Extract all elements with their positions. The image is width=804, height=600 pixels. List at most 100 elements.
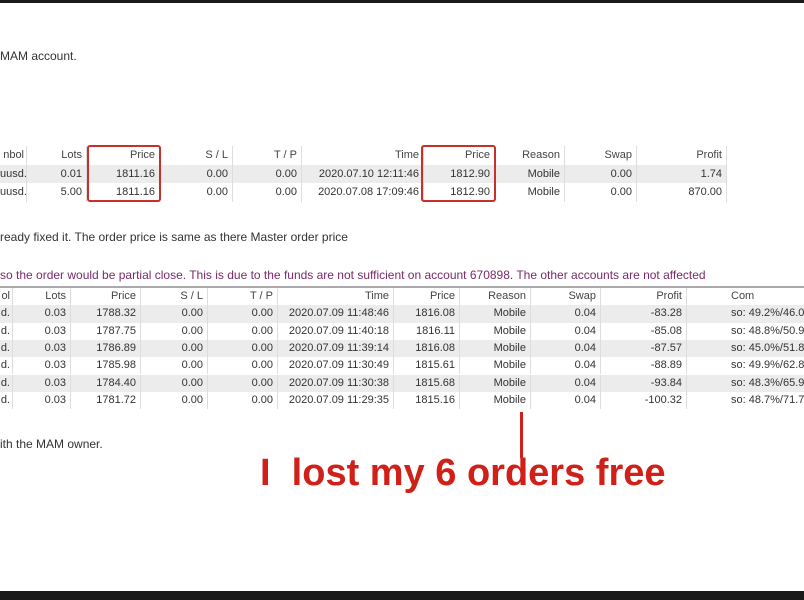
- text-line-3-notice: so the order would be partial close. Thi…: [0, 268, 706, 282]
- table-cell: 1784.40: [71, 374, 141, 392]
- table-cell: Mobile: [460, 357, 531, 375]
- table-cell: 0.01: [27, 164, 87, 183]
- table-cell: uusd.: [0, 183, 27, 202]
- table-cell: 0.03: [13, 374, 71, 392]
- table-cell: so: 45.0%/51.8/: [731, 341, 804, 354]
- column-header: Com: [731, 290, 755, 302]
- table-cell: 2020.07.09 11:39:14: [278, 339, 394, 358]
- table-cell: so: 48.3%/65.9/: [731, 376, 804, 389]
- table-cell: 870.00: [637, 183, 727, 202]
- table-cell: d.: [0, 339, 13, 358]
- table-cell: 0.00: [208, 357, 278, 375]
- table-cell: Mobile: [460, 339, 531, 358]
- table-row[interactable]: uusd. 5.00 1811.16 0.00 0.00 2020.07.08 17:09…: [0, 183, 727, 202]
- table-cell: 1787.75: [71, 322, 141, 340]
- column-header: Reason: [460, 288, 531, 306]
- table-cell: 2020.07.09 11:30:38: [278, 374, 394, 392]
- table-cell: 1.74: [637, 164, 727, 183]
- divider: [0, 286, 804, 288]
- table-cell: 1781.72: [71, 391, 141, 410]
- table-cell: Mobile: [460, 305, 531, 323]
- table-cell: so: 49.2%/46.0: [731, 307, 804, 320]
- table-cell: d.: [0, 374, 13, 392]
- table-cell: 0.03: [13, 305, 71, 323]
- table-cell: 1816.08: [394, 339, 460, 358]
- table-row[interactable]: d. 0.03 1786.89 0.00 0.00 2020.07.09 11:39:14…: [0, 339, 804, 358]
- table-cell: 0.00: [233, 164, 302, 183]
- table-cell: 2020.07.09 11:30:49: [278, 357, 394, 375]
- table-cell: 0.00: [141, 391, 208, 410]
- table-cell: Mobile: [495, 164, 565, 183]
- column-header: Price: [71, 288, 141, 306]
- table-cell: 1815.16: [394, 391, 460, 410]
- table-cell: so: 49.9%/62.8/: [731, 359, 804, 372]
- table-cell: 1815.61: [394, 357, 460, 375]
- top-bar: [0, 0, 804, 3]
- table-cell: d.: [0, 305, 13, 323]
- table-cell: 1816.08: [394, 305, 460, 323]
- table-cell: 1788.32: [71, 305, 141, 323]
- column-header: Profit: [637, 146, 727, 165]
- table-cell: 2020.07.09 11:29:35: [278, 391, 394, 410]
- table-cell: 0.03: [13, 339, 71, 358]
- table-cell: 0.00: [160, 183, 233, 202]
- table-cell: 0.04: [531, 357, 601, 375]
- table-cell: -100.32: [601, 391, 687, 410]
- table-row[interactable]: uusd. 0.01 1811.16 0.00 0.00 2020.07.10 12:11…: [0, 164, 727, 183]
- table-row[interactable]: d. 0.03 1787.75 0.00 0.00 2020.07.09 11:40:18…: [0, 322, 804, 340]
- table-row[interactable]: d. 0.03 1788.32 0.00 0.00 2020.07.09 11:48:46…: [0, 305, 804, 323]
- table-cell: 1785.98: [71, 357, 141, 375]
- column-header: Lots: [27, 146, 87, 165]
- table-cell: Mobile: [460, 322, 531, 340]
- column-header: Profit: [601, 288, 687, 306]
- table-cell: 1786.89: [71, 339, 141, 358]
- table-cell: Mobile: [460, 391, 531, 410]
- table-cell: 0.04: [531, 305, 601, 323]
- table-cell: 0.00: [565, 164, 637, 183]
- column-header: Price: [394, 288, 460, 306]
- table-cell: 0.00: [160, 164, 233, 183]
- table-cell: 0.04: [531, 391, 601, 410]
- column-header: ol: [0, 288, 13, 306]
- column-header: Reason: [495, 146, 565, 165]
- table-cell: uusd.: [0, 164, 27, 183]
- table-cell: Mobile: [460, 374, 531, 392]
- table-cell: -83.28: [601, 305, 687, 323]
- highlight-box-open-price: [87, 145, 161, 202]
- table-cell: 0.04: [531, 339, 601, 358]
- table-row[interactable]: d. 0.03 1781.72 0.00 0.00 2020.07.09 11:29:35…: [0, 391, 804, 410]
- column-header: S / L: [141, 288, 208, 306]
- table-cell: so: 48.8%/50.9/: [731, 324, 804, 337]
- annotation-text: I lost my 6 orders free: [260, 452, 666, 494]
- annotation-line: [520, 412, 523, 458]
- text-line-1: MAM account.: [0, 49, 77, 63]
- table-cell: 5.00: [27, 183, 87, 202]
- table-cell: 0.00: [208, 339, 278, 358]
- table-cell: 2020.07.10 12:11:46: [302, 164, 424, 183]
- table-cell: 0.00: [208, 322, 278, 340]
- table-cell: d.: [0, 322, 13, 340]
- table-cell: 0.00: [141, 339, 208, 358]
- table-cell: 1816.11: [394, 322, 460, 340]
- table-row[interactable]: d. 0.03 1784.40 0.00 0.00 2020.07.09 11:30:38…: [0, 374, 804, 392]
- table-cell: 2020.07.09 11:40:18: [278, 322, 394, 340]
- table-cell: 0.04: [531, 322, 601, 340]
- bottom-bar: [0, 591, 804, 600]
- table-cell: 1815.68: [394, 374, 460, 392]
- table-cell: -85.08: [601, 322, 687, 340]
- table-cell: 0.00: [141, 305, 208, 323]
- highlight-box-close-price: [421, 145, 496, 202]
- text-line-2: ready fixed it. The order price is same …: [0, 230, 348, 244]
- table-row[interactable]: d. 0.03 1785.98 0.00 0.00 2020.07.09 11:30:49…: [0, 357, 804, 375]
- column-header: Lots: [13, 288, 71, 306]
- column-header: T / P: [233, 146, 302, 165]
- table-cell: 0.04: [531, 374, 601, 392]
- table-cell: 2020.07.09 11:48:46: [278, 305, 394, 323]
- table-cell: 0.00: [208, 305, 278, 323]
- table-cell: 0.00: [141, 357, 208, 375]
- table-cell: d.: [0, 357, 13, 375]
